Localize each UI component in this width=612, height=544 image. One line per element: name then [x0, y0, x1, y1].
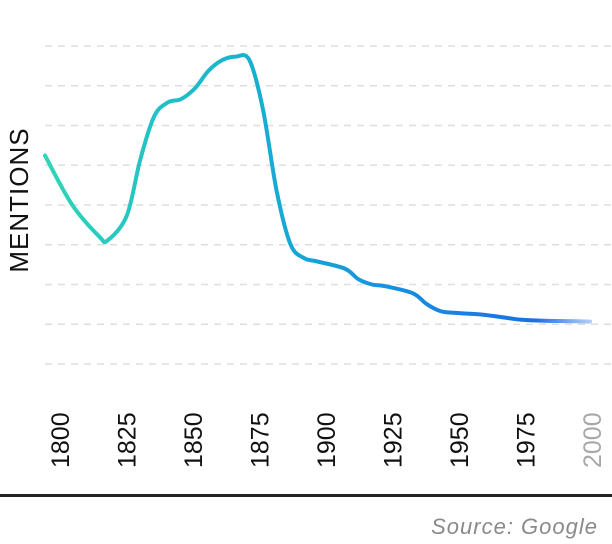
x-tick-label: 2000: [579, 412, 607, 468]
source-note: Source: Google: [431, 514, 598, 539]
x-tick-label: 1850: [180, 412, 208, 468]
x-tick-label: 1875: [247, 412, 275, 468]
line-chart: 1800 1825 1850 1875 1900 1925 1950 1975 2000 MEN…: [4, 45, 612, 468]
y-axis-label: MENTIONS: [4, 127, 34, 272]
x-tick-label: 1925: [380, 412, 408, 468]
x-axis-ticks: 1800 1825 1850 1875 1900 1925 1950 1975 2000: [47, 412, 607, 468]
x-tick-label: 1825: [114, 412, 142, 468]
x-tick-label: 1950: [446, 412, 474, 468]
x-tick-label: 1975: [513, 412, 541, 468]
x-tick-label: 1800: [47, 412, 75, 468]
x-tick-label: 1900: [313, 412, 341, 468]
series-line: [43, 53, 592, 324]
bottom-rule: [0, 494, 612, 497]
